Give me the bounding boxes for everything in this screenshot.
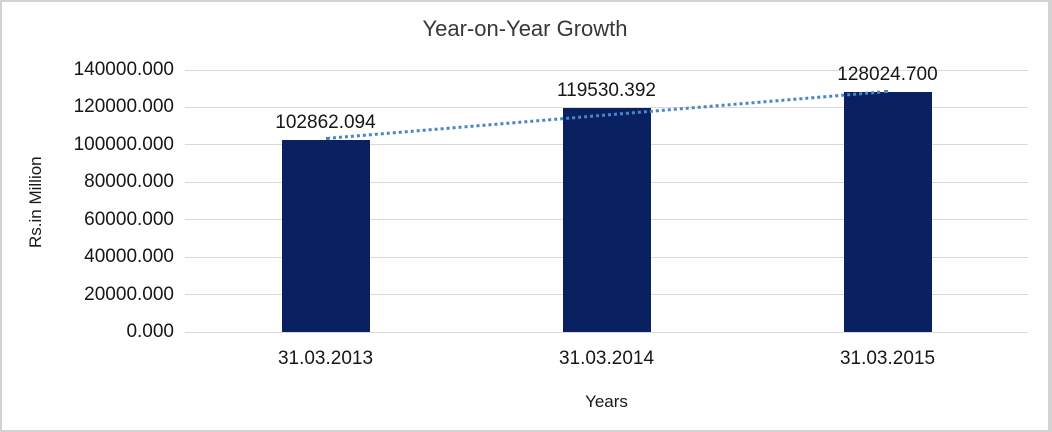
gridline: [185, 69, 1028, 71]
y-tick-label: 20000.000: [84, 283, 174, 305]
gridline: [185, 106, 1028, 108]
x-tick-label: 31.03.2013: [277, 348, 374, 369]
data-label: 119530.392: [557, 80, 656, 102]
y-tick-label: 120000.000: [73, 96, 174, 118]
x-tick-label: 31.03.2014: [558, 348, 655, 369]
gridline: [185, 331, 1028, 333]
y-tick-label: 60000.000: [84, 208, 174, 230]
bar-31.03.2013: [281, 139, 370, 332]
y-tick-label: 100000.000: [73, 133, 174, 155]
y-tick-label: 40000.000: [84, 246, 174, 268]
x-tick-label: 31.03.2015: [839, 348, 936, 369]
y-tick-label: 140000.000: [73, 59, 174, 80]
x-axis-title: Years: [585, 392, 628, 411]
y-tick-label: 80000.000: [84, 171, 174, 193]
data-label: 128024.700: [837, 64, 938, 86]
bar-31.03.2014: [562, 108, 651, 332]
y-tick-label: 0.000: [126, 321, 174, 342]
data-label: 102862.094: [275, 111, 376, 133]
bar-31.03.2015: [843, 92, 932, 332]
chart-title: Year-on-Year Growth: [422, 16, 628, 41]
